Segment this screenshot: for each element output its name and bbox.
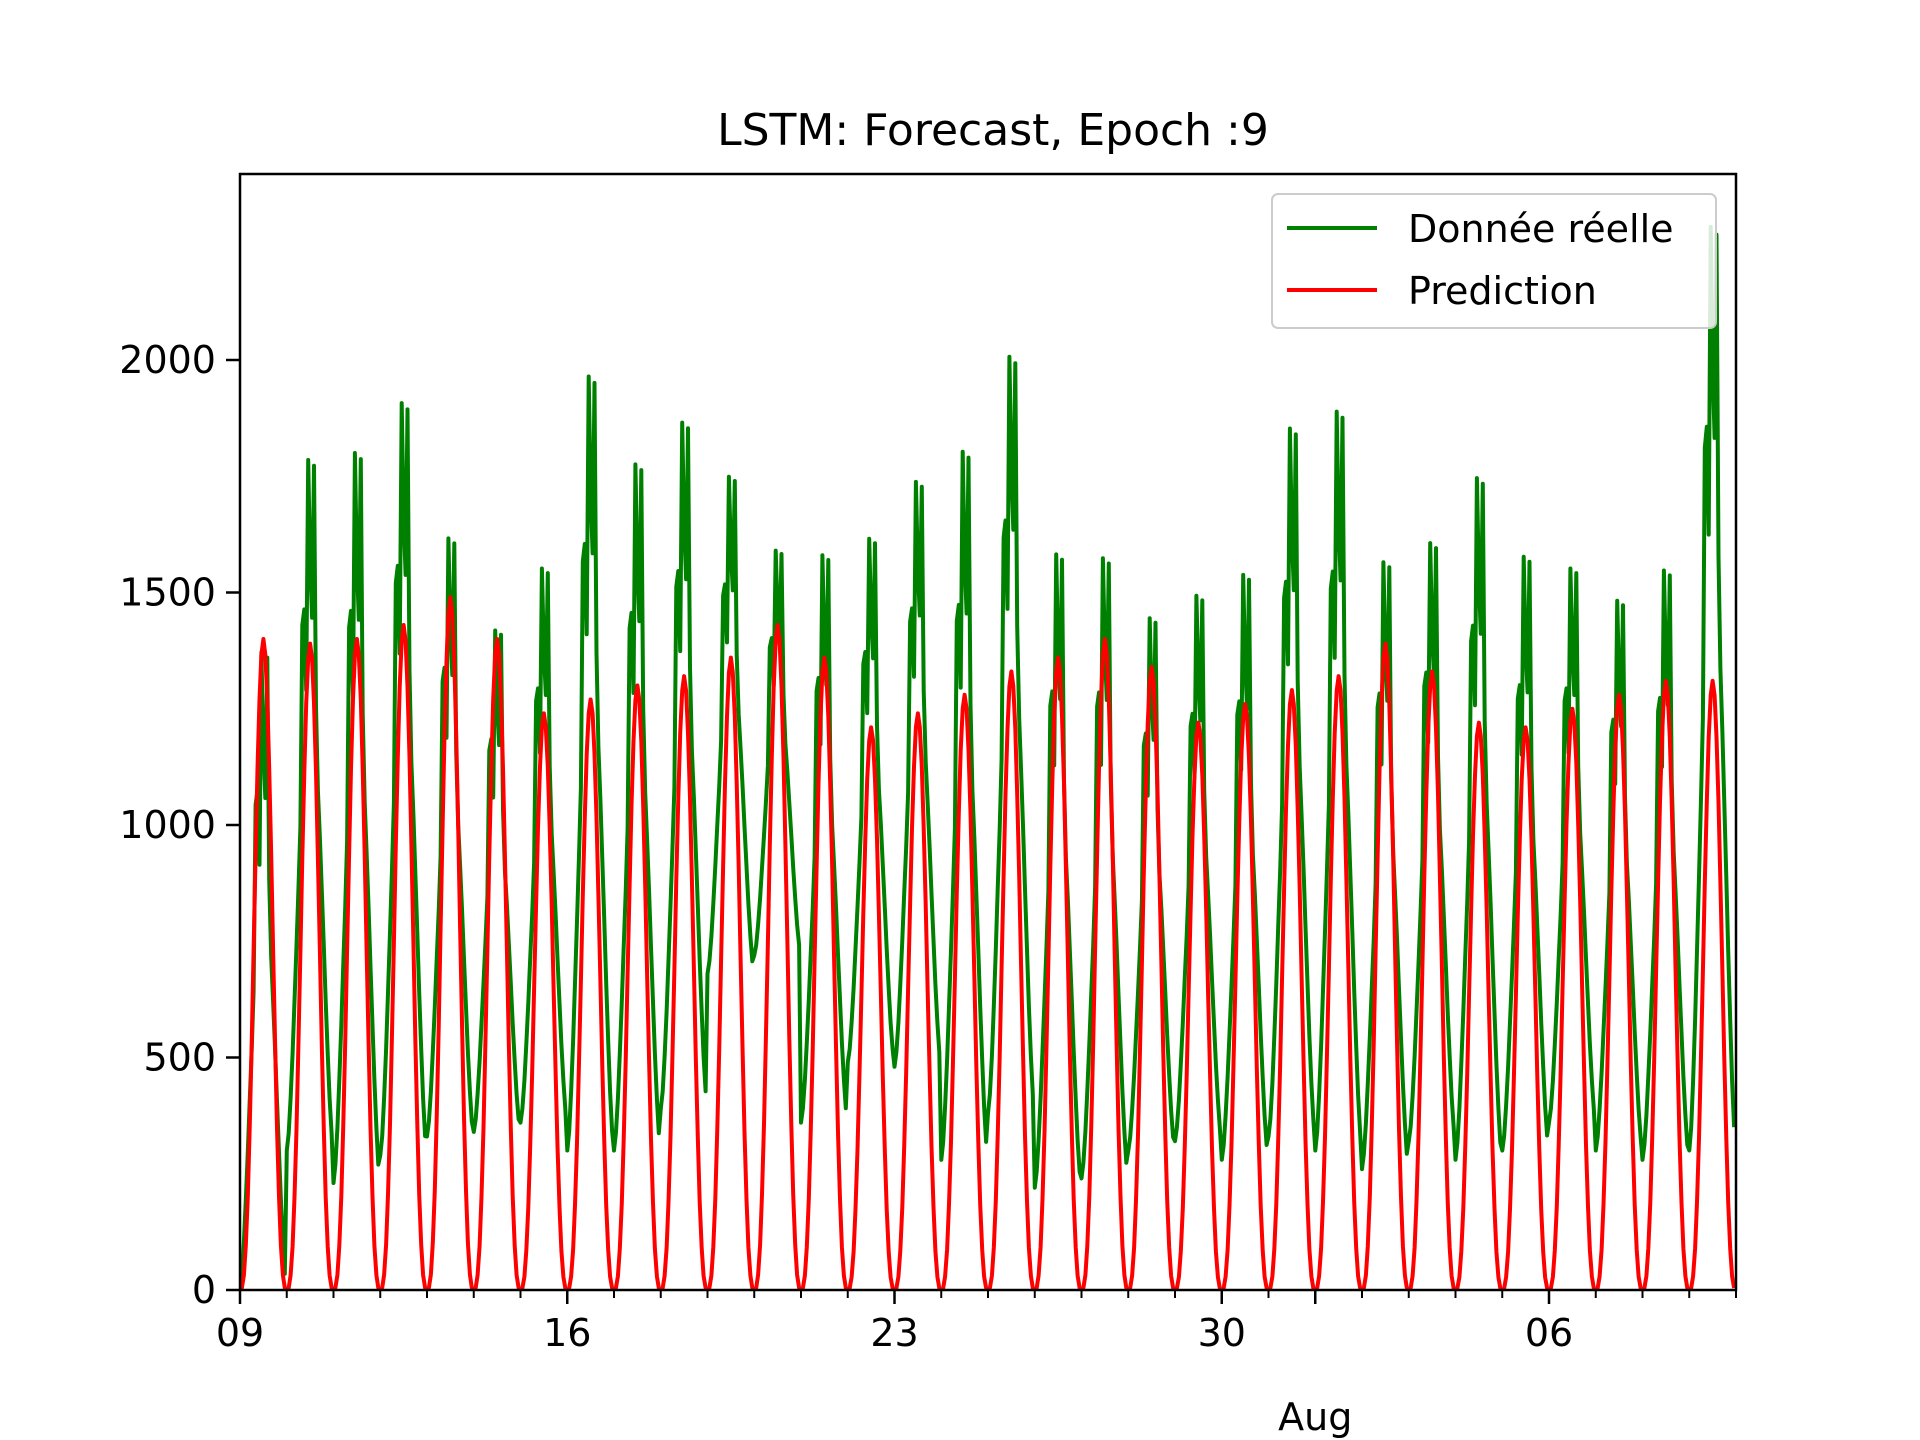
- y-tick-label: 0: [192, 1268, 216, 1312]
- x-tick-label: 30: [1198, 1311, 1246, 1355]
- x-tick-label: 06: [1525, 1311, 1573, 1355]
- x-tick-label: 16: [543, 1311, 591, 1355]
- x-tick-label: 09: [216, 1311, 264, 1355]
- y-tick-label: 1000: [119, 803, 216, 847]
- chart-title: LSTM: Forecast, Epoch :9: [717, 105, 1269, 156]
- x-axis: 09 16 23 30 06 Aug: [216, 1290, 1737, 1439]
- legend-label-prediction: Prediction: [1408, 269, 1597, 313]
- y-tick-label: 2000: [119, 338, 216, 382]
- series-line-reel: [240, 224, 1736, 1290]
- x-tick-label: 23: [870, 1311, 918, 1355]
- y-tick-label: 1500: [119, 571, 216, 615]
- x-month-label: Aug: [1278, 1395, 1352, 1439]
- legend-label-reel: Donnée réelle: [1408, 207, 1674, 251]
- legend: Donnée réelle Prediction: [1271, 193, 1717, 329]
- legend-box: [1271, 193, 1717, 329]
- y-tick-label: 500: [143, 1036, 216, 1080]
- y-axis: 0 500 1000 1500 2000: [119, 338, 240, 1312]
